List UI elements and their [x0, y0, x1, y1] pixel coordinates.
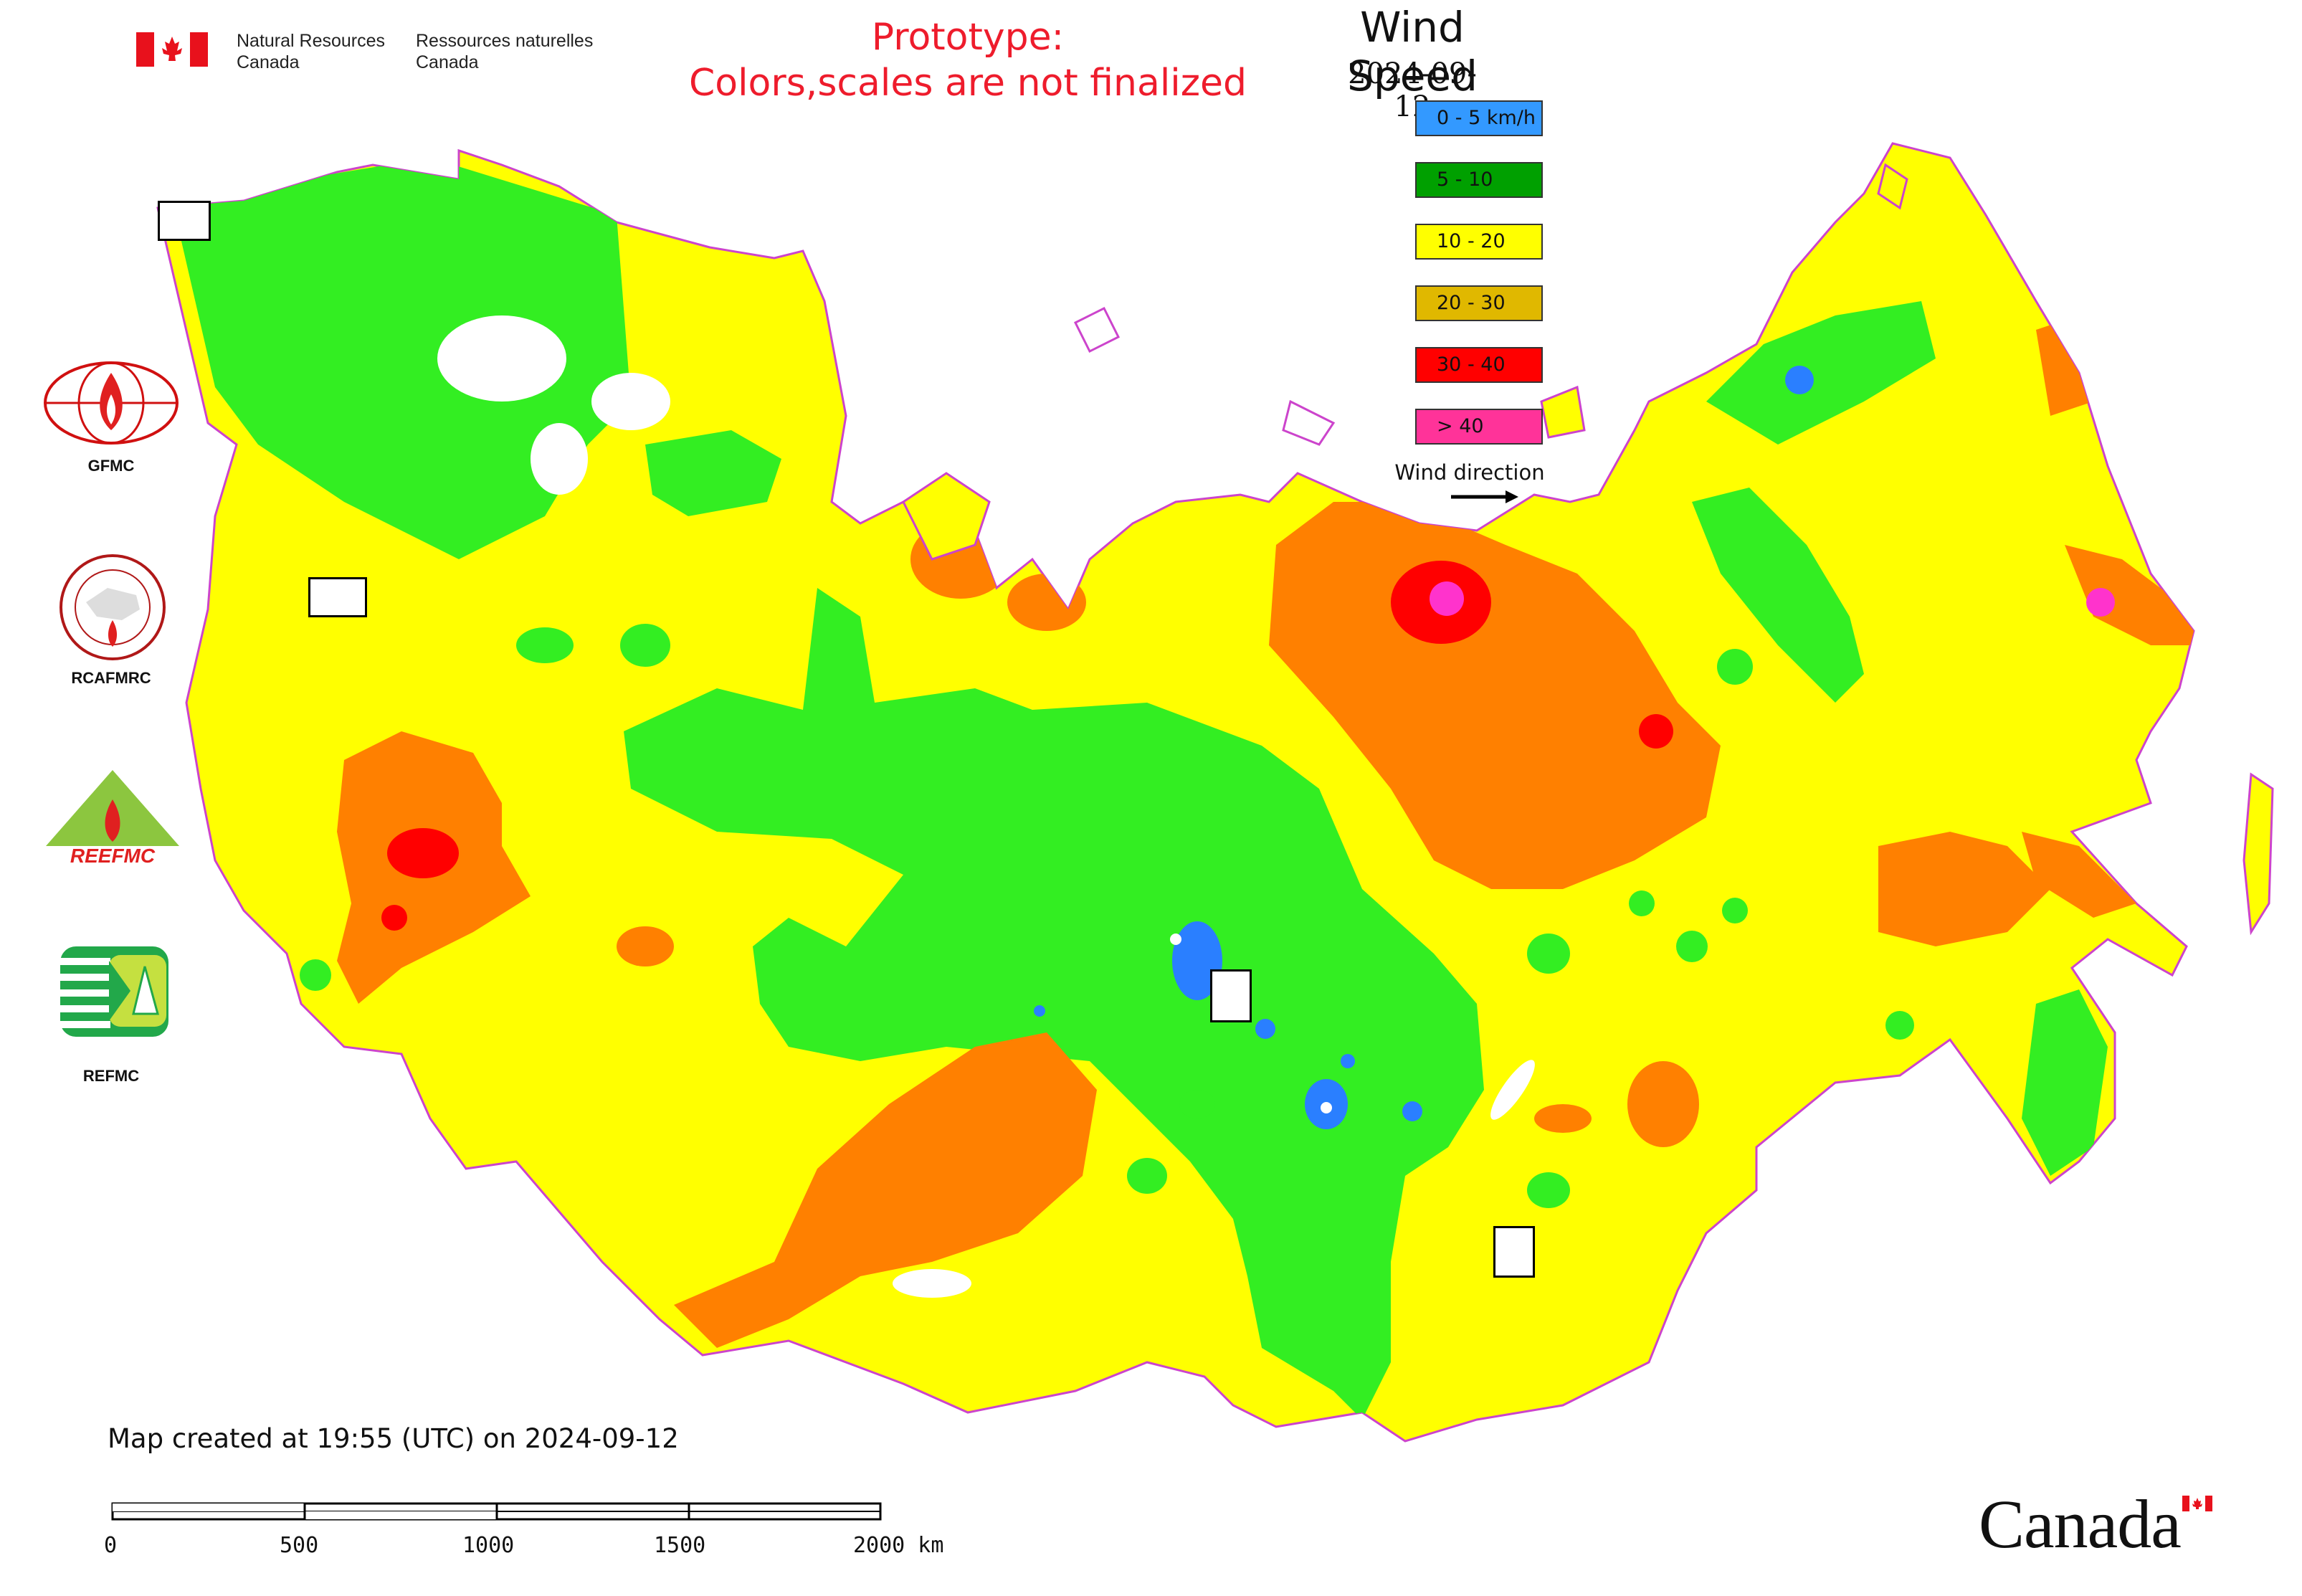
wordmark-flag-icon [2182, 1496, 2212, 1511]
scale-tick-1000: 1000 [462, 1533, 515, 1558]
legend-item-20-30: 20 - 30 [1415, 285, 1543, 321]
svg-text:REEFMC: REEFMC [70, 845, 156, 867]
legend-title: Wind Speed [1347, 3, 1478, 100]
refmc-label: REFMC [82, 1067, 140, 1085]
legend-item-5-10: 5 - 10 [1415, 162, 1543, 198]
refmc-marker-icon [1210, 969, 1252, 1022]
scale-tick-2000: 2000 km [853, 1533, 944, 1558]
scale-tick-500: 500 [280, 1533, 319, 1558]
refmc-logo-icon [60, 946, 168, 1037]
gfmc-label: GFMC [87, 457, 135, 475]
wind-direction-arrow-icon [1451, 490, 1518, 503]
canada-wordmark: Canada [1979, 1486, 2182, 1562]
department-en-line1: Natural Resources [237, 31, 386, 51]
department-fr-line2: Canada [416, 52, 479, 72]
department-fr-line1: Ressources naturelles [416, 31, 594, 51]
map-created-timestamp: Map created at 19:55 (UTC) on 2024-09-12 [108, 1423, 679, 1454]
prototype-line1: Prototype: [871, 16, 1065, 59]
rcafmrc-logo-icon [60, 554, 166, 660]
legend-item-30-40: 30 - 40 [1415, 347, 1543, 383]
prototype-notice: Prototype: Colors,scales are not finaliz… [631, 14, 1305, 106]
legend-item-10-20: 10 - 20 [1415, 224, 1543, 260]
prototype-line2: Colors,scales are not finalized [688, 62, 1247, 105]
scale-tick-0: 0 [104, 1533, 118, 1558]
legend-item-0-5: 0 - 5 km/h [1415, 100, 1543, 136]
department-name-fr: Ressources naturelles Canada [416, 30, 593, 73]
department-en-line2: Canada [237, 52, 300, 72]
reefmc-logo-icon: REEFMC [46, 770, 179, 867]
department-name-en: Natural Resources Canada [237, 30, 385, 73]
gfmc-marker-icon [158, 201, 211, 241]
rcafmrc-label: RCAFMRC [71, 669, 151, 687]
scale-bar [111, 1502, 882, 1521]
legend-date: 2024-09-12 [1348, 57, 1477, 123]
legend-item-over-40: > 40 [1415, 409, 1543, 445]
canada-flag-icon [136, 32, 208, 67]
scale-tick-1500: 1500 [654, 1533, 706, 1558]
wind-direction-label: Wind direction [1394, 460, 1545, 485]
reefmc-marker-icon [308, 577, 367, 617]
gfmc-logo-icon [44, 361, 179, 445]
rcafmrc-marker-icon [1493, 1226, 1535, 1278]
